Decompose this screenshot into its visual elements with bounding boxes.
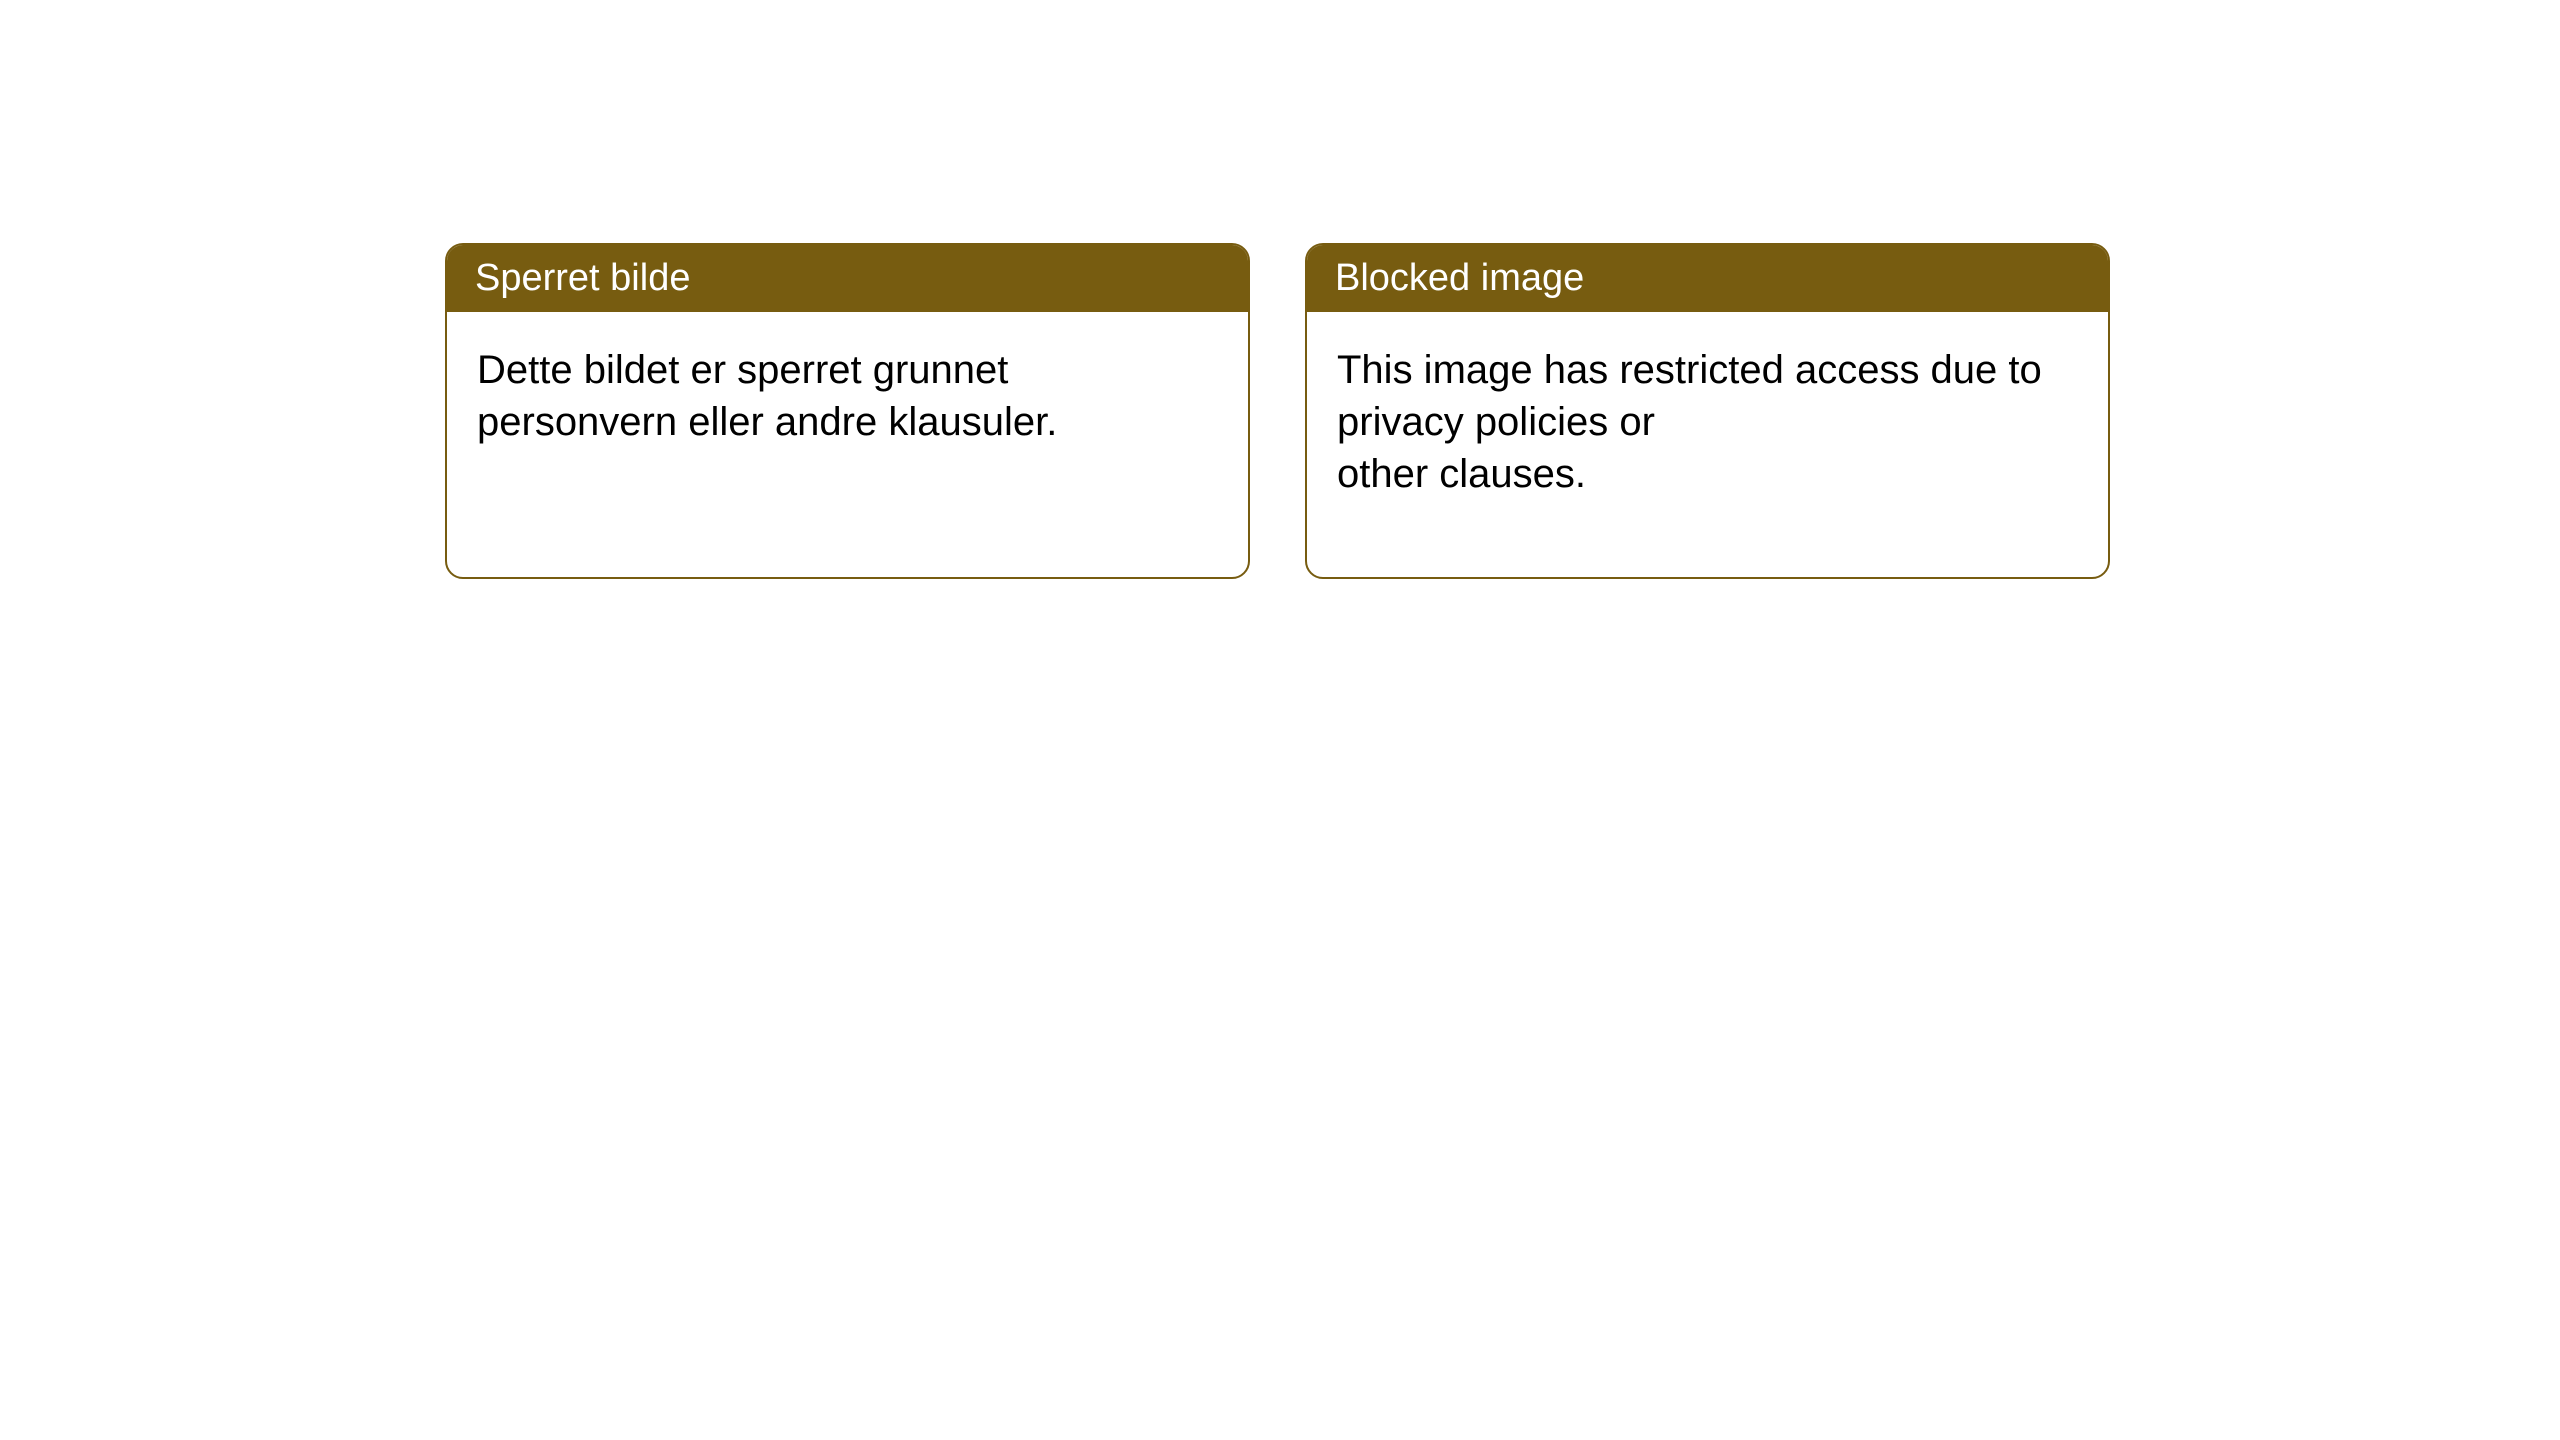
notice-body: Dette bildet er sperret grunnet personve… (447, 312, 1248, 577)
notice-container: Sperret bilde Dette bildet er sperret gr… (445, 243, 2110, 579)
notice-card-english: Blocked image This image has restricted … (1305, 243, 2110, 579)
notice-header: Sperret bilde (447, 245, 1248, 312)
notice-card-norwegian: Sperret bilde Dette bildet er sperret gr… (445, 243, 1250, 579)
notice-header: Blocked image (1307, 245, 2108, 312)
notice-body: This image has restricted access due to … (1307, 312, 2108, 577)
